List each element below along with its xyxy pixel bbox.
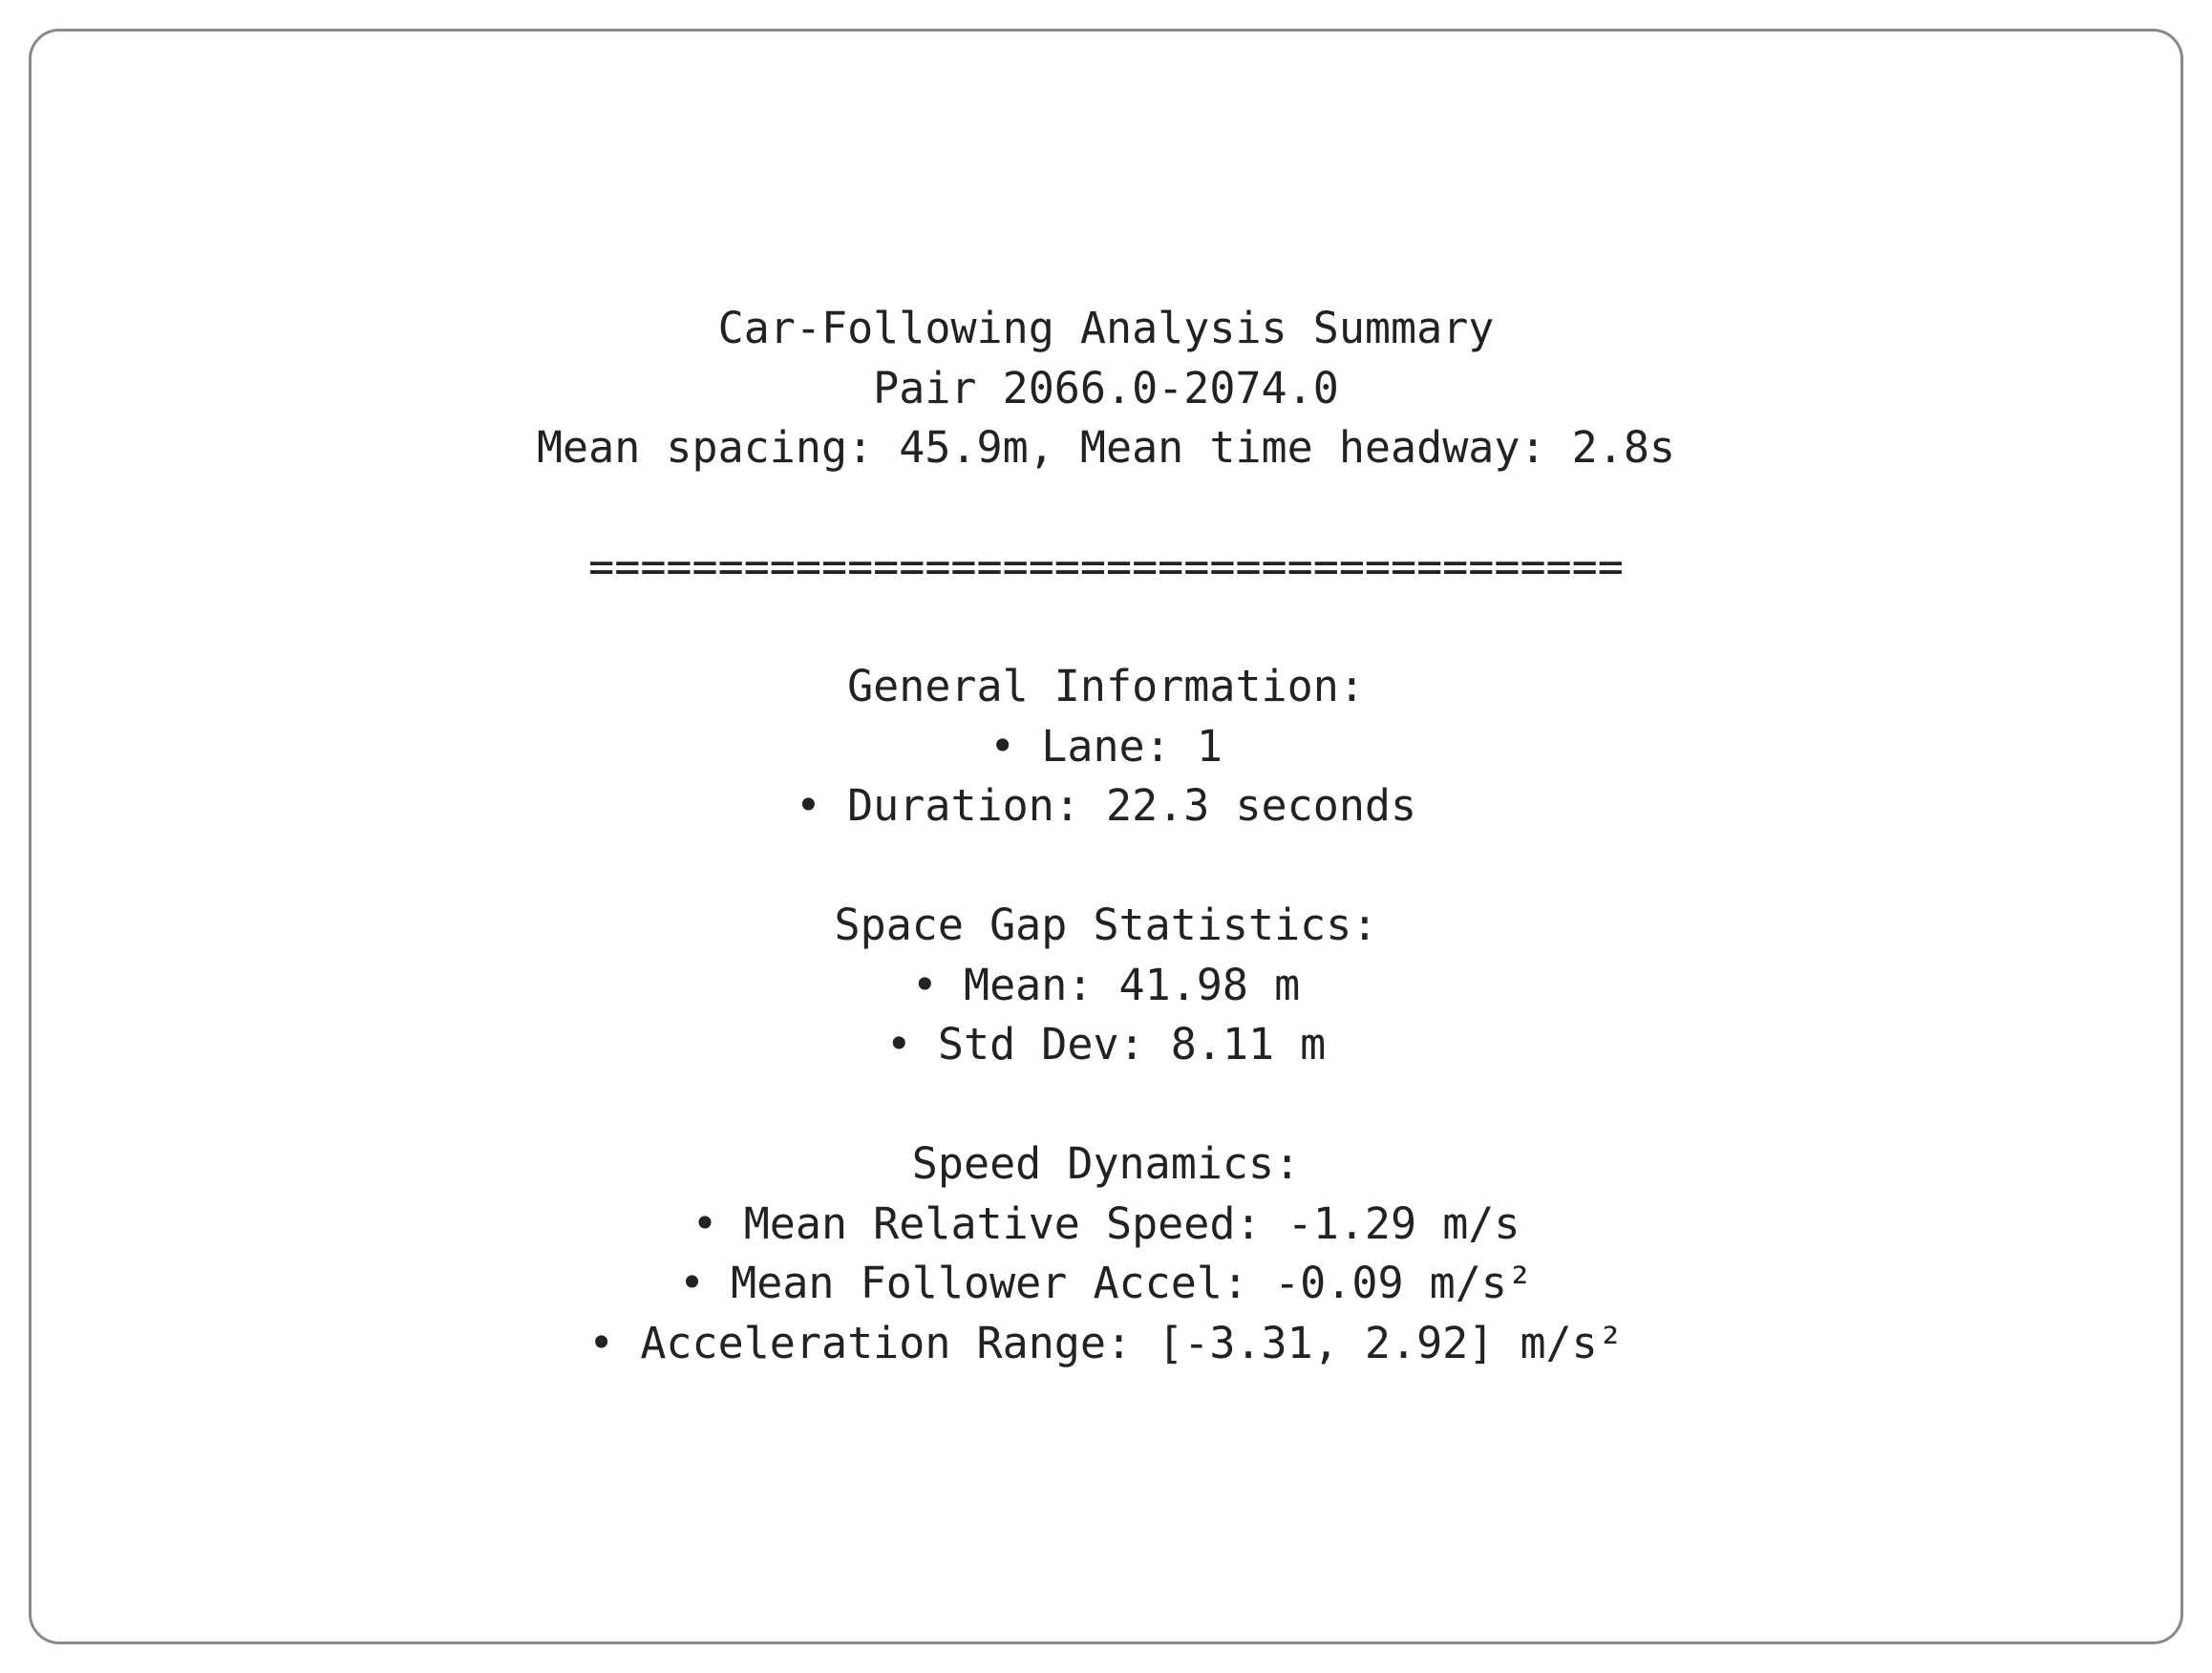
spacer xyxy=(32,598,2180,658)
summary-line: Mean spacing: 45.9m, Mean time headway: … xyxy=(536,422,1676,473)
summary-text: Car-Following Analysis Summary Pair 2066… xyxy=(32,299,2180,1373)
summary-panel: Car-Following Analysis Summary Pair 2066… xyxy=(29,29,2183,1644)
section-heading: Space Gap Statistics: xyxy=(834,900,1378,950)
section-item: • Duration: 22.3 seconds xyxy=(795,780,1417,831)
section-item: • Acceleration Range: [-3.31, 2.92] m/s² xyxy=(588,1317,1624,1368)
section-item: • Mean Relative Speed: -1.29 m/s xyxy=(691,1197,1521,1249)
spacer xyxy=(32,478,2180,539)
spacer xyxy=(32,836,2180,897)
separator: ======================================== xyxy=(588,541,1624,592)
section-heading: General Information: xyxy=(847,661,1365,711)
pair-label: Pair 2066.0-2074.0 xyxy=(873,362,1339,413)
spacer xyxy=(32,1075,2180,1135)
section-item: • Mean Follower Accel: -0.09 m/s² xyxy=(678,1258,1534,1308)
section-item: • Mean: 41.98 m xyxy=(911,959,1301,1010)
section-item: • Std Dev: 8.11 m xyxy=(885,1019,1327,1069)
title: Car-Following Analysis Summary xyxy=(717,303,1495,353)
section-heading: Speed Dynamics: xyxy=(911,1138,1301,1189)
section-item: • Lane: 1 xyxy=(989,720,1223,772)
